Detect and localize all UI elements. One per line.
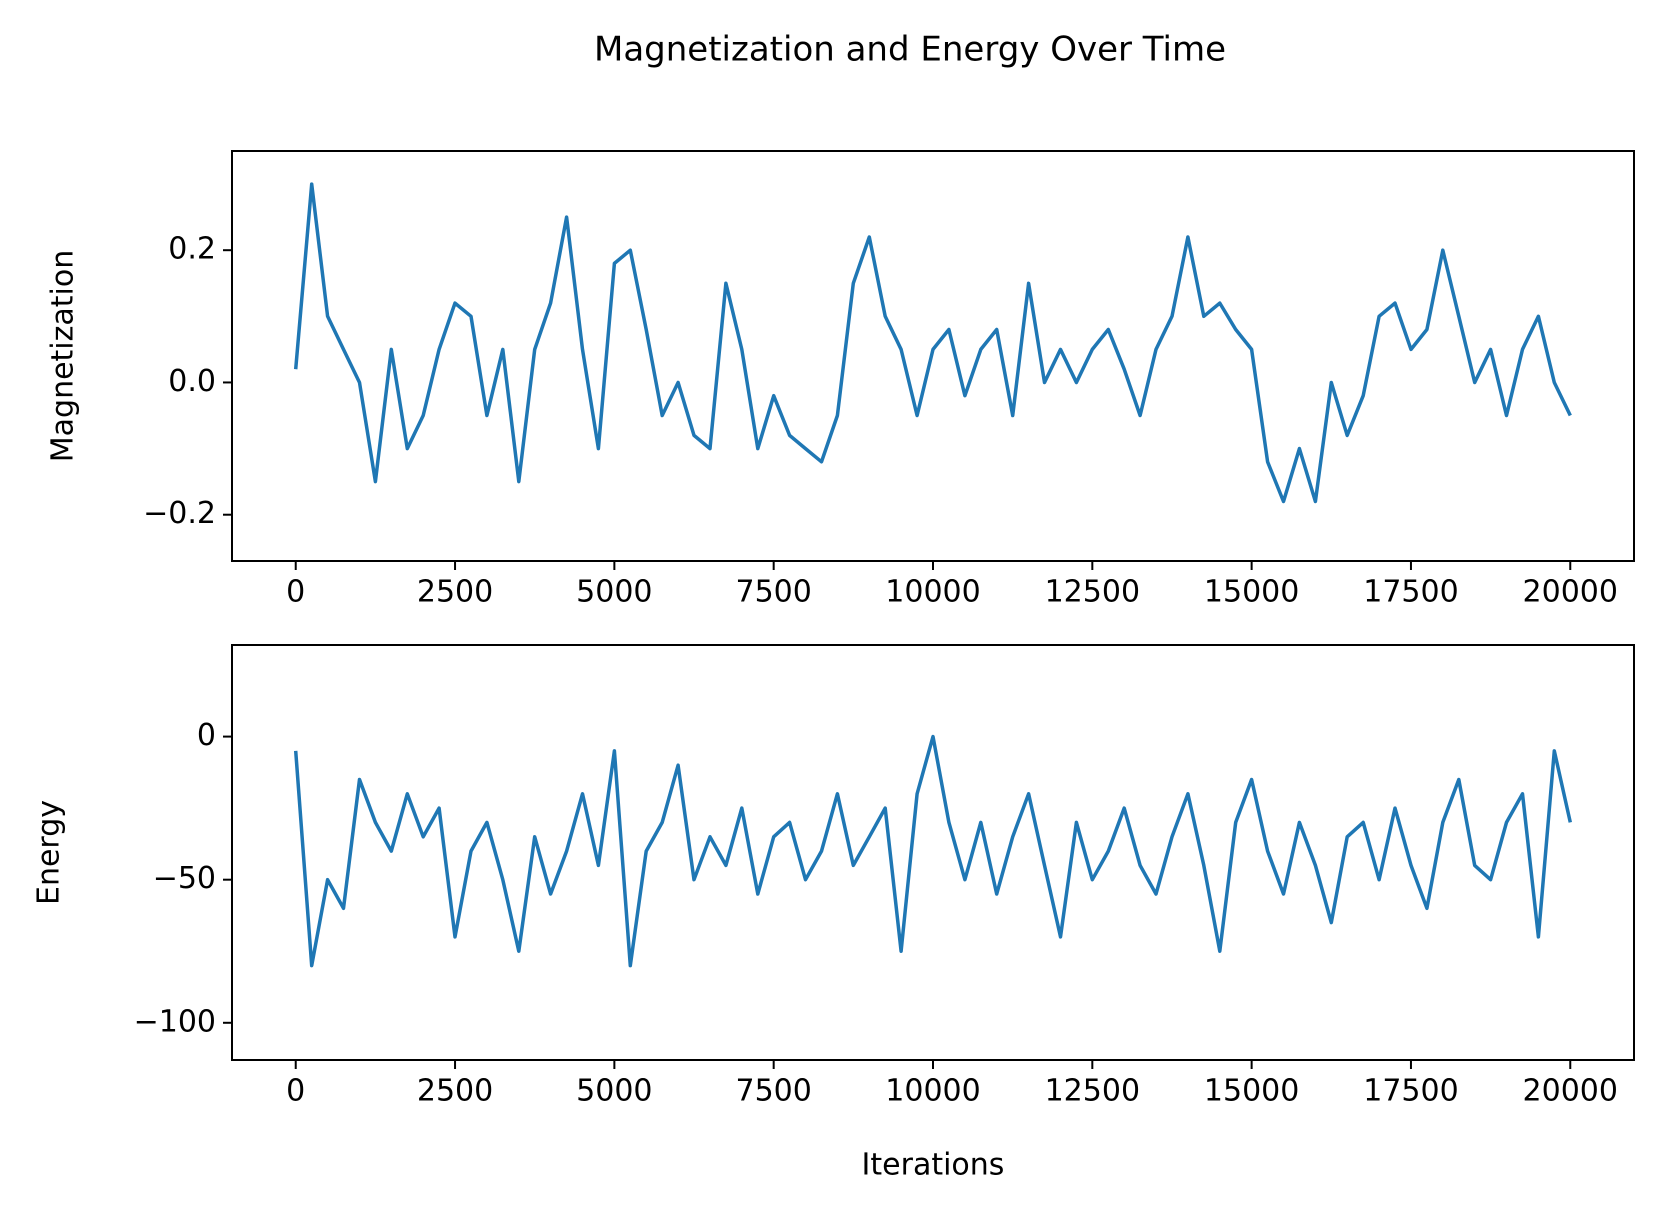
x-tick-label: 2500: [417, 1074, 493, 1109]
x-tick-label: 10000: [885, 1074, 980, 1109]
y-tick-label: 0.0: [168, 364, 216, 399]
y-axis-label: Energy: [32, 800, 67, 905]
x-tick-label: 15000: [1204, 1074, 1299, 1109]
x-tick-label: 7500: [736, 575, 812, 610]
x-tick-label: 5000: [576, 575, 652, 610]
x-axis-label: Iterations: [862, 1148, 1005, 1183]
x-tick-label: 10000: [885, 575, 980, 610]
x-tick-label: 17500: [1363, 1074, 1458, 1109]
x-tick-label: 2500: [417, 575, 493, 610]
x-tick-label: 0: [286, 575, 305, 610]
figure-title: Magnetization and Energy Over Time: [594, 30, 1226, 70]
y-tick-label: −50: [153, 861, 216, 896]
x-tick-label: 0: [286, 1074, 305, 1109]
x-tick-label: 12500: [1045, 1074, 1140, 1109]
y-axis-label: Magnetization: [46, 250, 81, 462]
y-tick-label: −100: [134, 1004, 216, 1039]
x-tick-label: 12500: [1045, 575, 1140, 610]
x-tick-label: 20000: [1523, 575, 1618, 610]
x-tick-label: 15000: [1204, 575, 1299, 610]
y-tick-label: 0: [197, 718, 216, 753]
y-tick-label: 0.2: [168, 232, 216, 267]
x-tick-label: 20000: [1523, 1074, 1618, 1109]
data-line: [293, 734, 1573, 968]
x-tick-label: 5000: [576, 1074, 652, 1109]
y-tick-label: −0.2: [143, 496, 216, 531]
x-tick-label: 17500: [1363, 575, 1458, 610]
x-tick-label: 7500: [736, 1074, 812, 1109]
data-line: [293, 182, 1572, 504]
